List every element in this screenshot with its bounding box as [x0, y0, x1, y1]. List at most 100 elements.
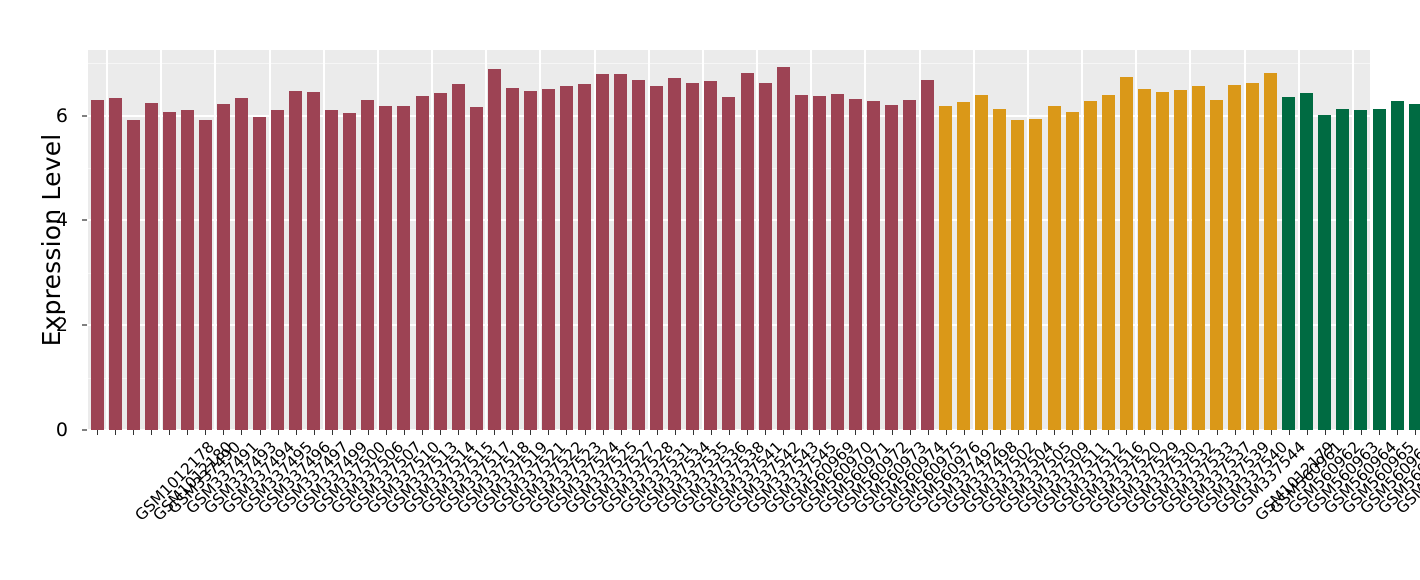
bar — [614, 73, 628, 430]
y-axis-tick-mark — [82, 429, 87, 431]
x-axis-tick-mark — [313, 430, 315, 435]
x-axis-tick-mark — [783, 430, 785, 435]
plot-panel — [88, 50, 1420, 431]
x-axis-tick-mark — [638, 430, 640, 435]
bar — [776, 67, 790, 430]
bar — [1390, 100, 1404, 430]
x-axis-tick-mark — [729, 430, 730, 435]
bar — [903, 99, 917, 430]
x-axis-tick-mark — [801, 430, 803, 435]
x-axis-tick-mark — [566, 430, 568, 435]
grid-line-minor — [88, 63, 1370, 65]
x-axis-tick-mark — [331, 430, 333, 435]
grid-line-vertical — [268, 50, 271, 430]
x-axis-tick-mark — [1054, 430, 1055, 435]
x-axis-tick-mark — [1017, 430, 1019, 435]
bar — [198, 120, 212, 430]
x-axis-tick-labels: GSM1012178 GSM1012180 GSM337490 GSM337491 GS… — [0, 438, 1420, 578]
bar — [758, 83, 772, 430]
grid-line-vertical — [539, 50, 542, 430]
bar — [1137, 88, 1151, 430]
x-axis-tick-mark — [710, 430, 712, 435]
x-axis-tick-mark — [1397, 430, 1399, 435]
bar — [90, 99, 104, 430]
grid-line-vertical — [106, 50, 109, 430]
grid-line-vertical — [1135, 50, 1138, 430]
x-axis-tick-mark — [891, 430, 893, 435]
bar — [1336, 108, 1350, 430]
x-axis-tick-mark — [476, 430, 478, 435]
grid-line-vertical — [1026, 50, 1029, 430]
grid-line-vertical — [485, 50, 488, 430]
x-axis-tick-mark — [1198, 430, 1200, 435]
x-axis-tick-mark — [819, 430, 821, 435]
x-axis-tick-mark — [187, 430, 189, 435]
grid-line-vertical — [322, 50, 325, 430]
bar — [415, 95, 429, 430]
x-axis-tick-mark — [205, 430, 207, 435]
y-axis-tick-mark — [82, 324, 87, 326]
bar — [180, 109, 194, 430]
bar — [848, 98, 862, 430]
bar — [1173, 90, 1187, 430]
x-axis-tick-mark — [403, 430, 405, 435]
x-axis-tick-mark — [1252, 430, 1254, 435]
grid-line-vertical — [214, 50, 217, 430]
bar — [1282, 97, 1296, 430]
bar — [559, 85, 573, 430]
y-axis-tick-label: 6 — [55, 104, 68, 127]
bar — [469, 106, 483, 430]
x-axis-tick-mark — [927, 430, 929, 435]
x-axis-tick-mark — [747, 430, 749, 435]
x-axis-tick-mark — [548, 430, 550, 435]
x-axis-tick-mark — [963, 430, 965, 435]
bar — [1101, 94, 1115, 430]
bar — [379, 105, 393, 430]
x-axis-tick-mark — [367, 430, 369, 435]
y-axis-title: Expression Level — [36, 133, 66, 347]
bar — [885, 105, 898, 430]
x-axis-tick-mark — [1342, 430, 1344, 435]
x-axis-tick-mark — [1035, 430, 1037, 435]
bar — [722, 96, 736, 430]
y-axis-tick-label: 0 — [55, 419, 68, 441]
bar — [325, 109, 339, 430]
grid-line-vertical — [593, 50, 596, 430]
bar — [921, 79, 935, 430]
x-axis-tick-mark — [494, 430, 496, 435]
bar — [596, 74, 610, 430]
x-axis-tick-mark — [1415, 430, 1417, 435]
bar — [975, 95, 989, 430]
bar — [108, 97, 122, 430]
x-axis-tick-mark — [1360, 430, 1362, 435]
bar — [704, 80, 718, 430]
bar — [1155, 91, 1169, 430]
bar — [343, 112, 357, 430]
bar — [1228, 84, 1242, 430]
x-axis-tick-mark — [656, 430, 658, 435]
bar — [505, 87, 519, 430]
bar — [1065, 112, 1079, 430]
bar — [939, 105, 953, 430]
x-axis-tick-mark — [1270, 430, 1272, 435]
grid-line-vertical — [1406, 50, 1409, 430]
x-axis-tick-mark — [1306, 430, 1308, 435]
bar — [1047, 105, 1061, 430]
bar — [271, 109, 285, 430]
grid-line-vertical — [918, 50, 921, 430]
x-axis-tick-mark — [241, 430, 243, 435]
grid-line-vertical — [1189, 50, 1192, 430]
y-axis-tick-label: 2 — [55, 314, 68, 337]
x-axis-tick-mark — [1126, 430, 1128, 435]
bar — [957, 101, 971, 430]
x-axis-tick-mark — [349, 430, 351, 435]
bar — [1011, 119, 1025, 430]
grid-line-vertical — [1297, 50, 1300, 430]
x-axis-tick-mark — [692, 430, 694, 435]
x-axis-tick-mark — [584, 430, 586, 435]
x-axis-tick-mark — [1108, 430, 1110, 435]
bar — [1246, 82, 1260, 430]
bar-series — [88, 50, 1420, 430]
bar — [1318, 115, 1332, 430]
